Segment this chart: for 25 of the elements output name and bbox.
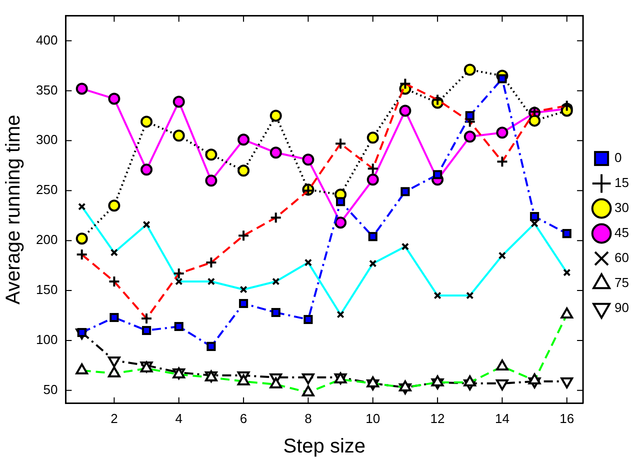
y-tick-label: 300 (36, 132, 58, 148)
y-tick-label: 100 (36, 332, 58, 348)
x-tick-label: 16 (560, 410, 574, 426)
x-tick-label: 8 (304, 410, 312, 426)
y-tick-label: 400 (36, 32, 58, 48)
x-tick-label: 14 (494, 410, 510, 426)
y-tick-label: 350 (36, 82, 58, 98)
x-tick-label: 2 (110, 410, 118, 426)
x-tick-label: 4 (175, 410, 182, 426)
y-tick-label: 150 (36, 282, 58, 298)
x-tick-label: 6 (240, 410, 248, 426)
x-axis-title: Step size (283, 436, 366, 458)
legend-label: 60 (614, 250, 630, 266)
legend-label: 75 (614, 275, 630, 290)
legend-label: 0 (614, 150, 622, 166)
legend-label: 90 (614, 300, 630, 316)
legend-label: 30 (614, 200, 630, 216)
y-tick-label: 50 (43, 382, 58, 397)
x-tick-label: 12 (430, 410, 445, 426)
legend-label: 45 (614, 225, 630, 240)
legend-label: 15 (614, 175, 630, 190)
y-tick-label: 200 (36, 232, 58, 248)
y-tick-label: 250 (36, 182, 58, 198)
y-axis-title: Average running time (2, 114, 25, 304)
x-tick-label: 10 (366, 410, 380, 426)
